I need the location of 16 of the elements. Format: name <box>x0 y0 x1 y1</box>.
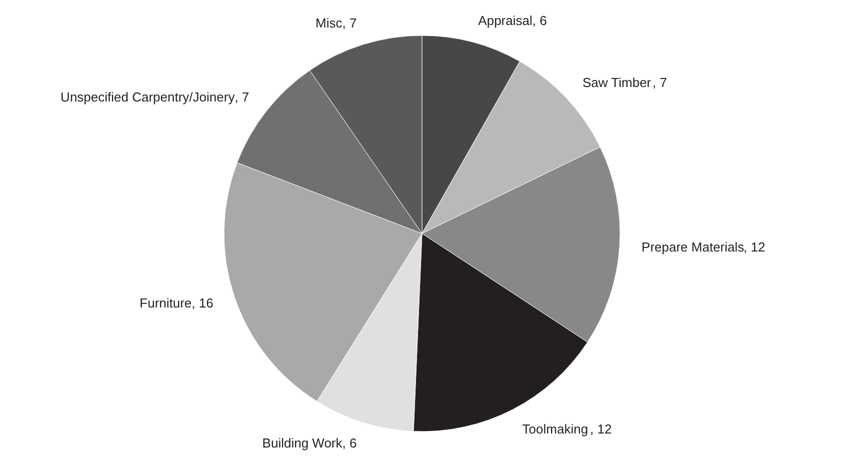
slice-label: Furniture <box>140 295 192 310</box>
slice-label: Saw Timber <box>582 75 652 90</box>
slice-label: Misc <box>316 15 343 30</box>
slice-label: Prepare Materials <box>642 240 745 255</box>
data-label: , 7 <box>652 75 668 90</box>
data-label: , 6 <box>532 12 547 28</box>
data-label: , 6 <box>342 436 357 451</box>
data-label: , 12 <box>743 240 766 255</box>
data-label: , 16 <box>192 295 214 310</box>
data-label: , 7 <box>234 89 250 104</box>
slice-label: Building Work <box>262 436 343 451</box>
slice-label: Appraisal <box>478 12 532 28</box>
data-label: , 7 <box>342 15 357 30</box>
data-label: , 12 <box>590 421 612 436</box>
slice-label: Unspecified Carpentry/Joinery <box>60 89 236 104</box>
slice-label: Toolmaking <box>522 421 588 436</box>
